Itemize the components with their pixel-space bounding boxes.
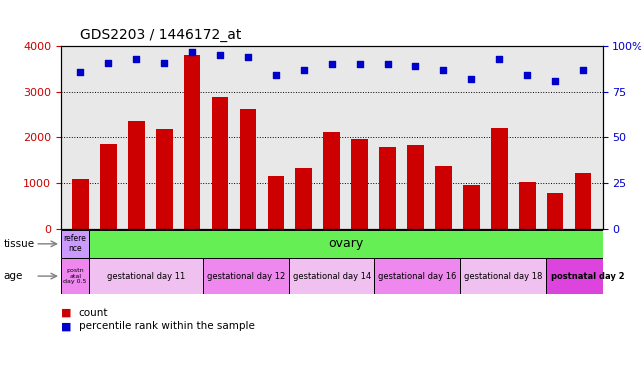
Bar [296, 168, 312, 229]
Point [103, 60, 113, 66]
Bar [351, 139, 368, 229]
Bar [100, 144, 117, 229]
Bar [519, 182, 535, 229]
Point [550, 78, 560, 84]
Bar [61, 230, 89, 258]
Text: tissue: tissue [3, 239, 35, 249]
Bar [435, 166, 452, 229]
Point [215, 52, 225, 58]
Point [187, 48, 197, 55]
Bar [289, 258, 374, 294]
Text: count: count [79, 308, 108, 318]
Bar [374, 258, 460, 294]
Text: ■: ■ [61, 308, 71, 318]
Point [522, 72, 532, 78]
Text: gestational day 14: gestational day 14 [292, 271, 371, 281]
Point [578, 67, 588, 73]
Bar [184, 55, 201, 229]
Bar [323, 132, 340, 229]
Text: gestational day 12: gestational day 12 [207, 271, 285, 281]
Bar [212, 97, 228, 229]
Bar [574, 173, 592, 229]
Point [299, 67, 309, 73]
Bar [547, 193, 563, 229]
Point [131, 56, 142, 62]
Point [75, 69, 85, 75]
Bar [460, 258, 545, 294]
Bar [128, 121, 145, 229]
Text: gestational day 18: gestational day 18 [463, 271, 542, 281]
Text: gestational day 11: gestational day 11 [107, 271, 185, 281]
Point [271, 72, 281, 78]
Bar [72, 179, 89, 229]
Text: refere
nce: refere nce [63, 235, 87, 253]
Point [466, 76, 476, 82]
Text: ■: ■ [61, 321, 71, 331]
Bar [379, 147, 396, 229]
Text: percentile rank within the sample: percentile rank within the sample [79, 321, 254, 331]
Bar [156, 129, 172, 229]
Point [438, 67, 449, 73]
Bar [267, 176, 284, 229]
Bar [240, 109, 256, 229]
Point [354, 61, 365, 68]
Bar [491, 128, 508, 229]
Bar [89, 258, 203, 294]
Point [159, 60, 169, 66]
Text: postn
atal
day 0.5: postn atal day 0.5 [63, 268, 87, 284]
Point [327, 61, 337, 68]
Text: postnatal day 2: postnatal day 2 [551, 271, 625, 281]
Text: GDS2203 / 1446172_at: GDS2203 / 1446172_at [80, 28, 242, 42]
Text: gestational day 16: gestational day 16 [378, 271, 456, 281]
Text: age: age [3, 271, 22, 281]
Point [494, 56, 504, 62]
Point [243, 54, 253, 60]
Bar [463, 185, 479, 229]
Point [410, 63, 420, 69]
Bar [61, 258, 89, 294]
Bar [203, 258, 289, 294]
Text: ovary: ovary [328, 237, 363, 250]
Bar [407, 145, 424, 229]
Bar [545, 258, 631, 294]
Point [383, 61, 393, 68]
